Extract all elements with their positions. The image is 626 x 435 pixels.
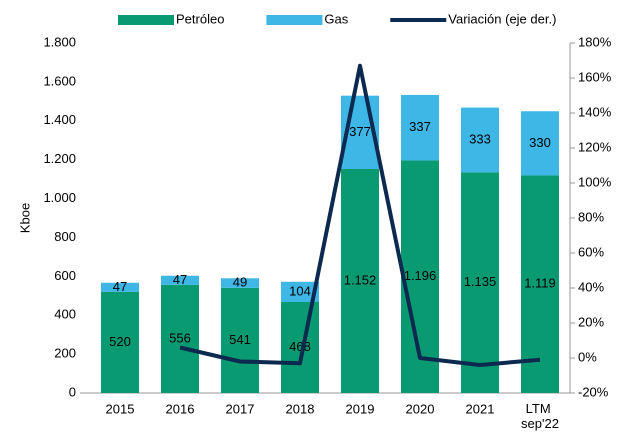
data-label: 1.152 (344, 272, 377, 287)
legend-label: Variación (eje der.) (448, 11, 556, 26)
y-tick-label: 1.400 (43, 112, 76, 127)
y2-tick-label: 100% (578, 174, 612, 189)
data-label: 541 (229, 332, 251, 347)
bar (101, 282, 139, 292)
x-tick-label: 2016 (166, 401, 195, 416)
bar (521, 111, 559, 176)
legend-label: Petróleo (176, 11, 224, 26)
x-tick-label: 2021 (466, 401, 495, 416)
line (179, 63, 541, 367)
bar (281, 302, 319, 393)
bar (161, 275, 199, 285)
data-label: 1.119 (524, 276, 556, 291)
y2-tick-label: 160% (578, 69, 612, 84)
y-tick-label: 1.800 (43, 34, 76, 49)
bar (461, 172, 499, 393)
legend-swatch (118, 15, 174, 25)
y-tick-label: 400 (54, 307, 76, 322)
x-tick-label: 2019 (346, 401, 375, 416)
y-tick-label: 1.000 (43, 190, 76, 205)
x-tick-label: 2015 (106, 401, 135, 416)
data-label: 49 (233, 274, 247, 289)
legend-swatch (266, 15, 323, 25)
y2-tick-label: -20% (578, 384, 609, 399)
y2-tick-label: 60% (578, 244, 604, 259)
data-label: 330 (529, 135, 551, 150)
data-label: 47 (173, 272, 187, 287)
y2-tick-label: 180% (578, 34, 612, 49)
data-label: 333 (469, 131, 491, 146)
y2-tick-label: 20% (578, 314, 604, 329)
x-tick-label: 2018 (286, 401, 315, 416)
y-tick-label: 1.200 (43, 151, 76, 166)
data-label: 104 (289, 283, 311, 298)
bar (521, 175, 559, 393)
y-tick-label: 0 (69, 384, 76, 399)
data-label: 47 (113, 279, 127, 294)
data-label: 1.135 (464, 274, 497, 289)
bar (101, 291, 139, 393)
y-tick-label: 800 (54, 229, 76, 244)
x-tick-label: LTM sep'22 (521, 401, 559, 431)
data-label: 1.196 (404, 268, 437, 283)
data-label: 556 (169, 330, 191, 345)
y-tick-label: 1.600 (43, 73, 76, 88)
bar (341, 169, 379, 393)
data-label: 520 (109, 334, 131, 349)
y-tick-label: 600 (54, 268, 76, 283)
bar (401, 94, 439, 161)
bar (221, 287, 259, 393)
bar (221, 278, 259, 288)
y2-tick-label: 80% (578, 209, 604, 224)
y-tick-label: 200 (54, 346, 76, 361)
legend-swatch (390, 18, 447, 22)
x-tick-label: 2020 (406, 401, 435, 416)
y2-tick-label: 40% (578, 279, 604, 294)
data-label: 377 (349, 124, 371, 139)
data-label: 468 (289, 339, 311, 354)
bar (281, 281, 319, 302)
x-tick-label: 2017 (226, 401, 255, 416)
y2-tick-label: 140% (578, 104, 612, 119)
legend-label: Gas (324, 11, 348, 26)
y2-tick-label: 0% (578, 349, 597, 364)
bar (161, 284, 199, 393)
data-label: 337 (409, 119, 431, 134)
bar (461, 107, 499, 173)
y2-tick-label: 120% (578, 139, 612, 154)
y-axis-label: Kboe (17, 203, 32, 233)
